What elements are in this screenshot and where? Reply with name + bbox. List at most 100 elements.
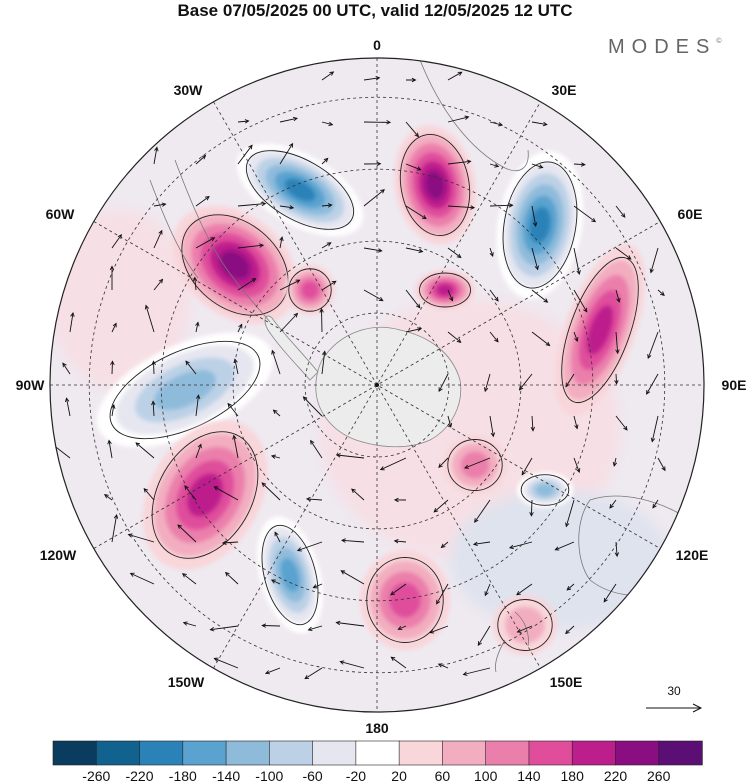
wind-arrow — [573, 331, 578, 342]
wind-arrowhead — [470, 205, 476, 210]
anomaly-contour-line — [447, 439, 503, 491]
wind-arrowhead — [224, 571, 230, 577]
weak-positive-area — [50, 210, 190, 390]
wind-arrowhead — [62, 362, 67, 368]
wind-arrow — [615, 247, 632, 260]
wind-arrow — [573, 289, 588, 313]
wind-arrowhead — [498, 122, 504, 127]
wind-arrow — [531, 247, 539, 270]
wind-arrowhead — [393, 497, 399, 503]
wind-arrow — [265, 667, 281, 674]
wind-arrowhead — [530, 426, 536, 432]
wind-arrow — [573, 205, 596, 223]
lon-label-60e: 60E — [678, 206, 703, 222]
wind-arrow — [489, 415, 494, 437]
wind-arrowhead — [447, 422, 453, 428]
wind-arrowhead — [341, 538, 346, 543]
wind-arrowhead — [462, 671, 468, 676]
wind-arrow — [210, 625, 239, 631]
wind-arrowhead — [110, 360, 115, 366]
wind-arrow — [183, 622, 197, 627]
wind-arrow — [531, 415, 534, 431]
wind-arrow — [153, 147, 158, 165]
wind-arrow — [182, 573, 197, 585]
wind-arrow — [111, 361, 113, 375]
wind-arrowhead — [213, 657, 219, 662]
wind-arrow — [130, 572, 155, 585]
wind-arrowhead — [494, 296, 499, 302]
wind-arrowhead — [580, 162, 586, 167]
wind-arrow — [615, 331, 619, 354]
wind-arrowhead — [288, 142, 294, 148]
wind-arrow — [153, 279, 163, 291]
wind-arrow — [447, 247, 462, 258]
wind-arrow — [214, 657, 239, 669]
wind-arrow — [237, 244, 264, 249]
wind-arrowhead — [271, 349, 276, 355]
wind-arrow — [405, 328, 422, 333]
lon-label-90e: 90E — [722, 377, 747, 393]
wind-arrow — [657, 289, 665, 296]
colorbar-tick-label: 20 — [391, 768, 407, 783]
wind-arrow — [341, 539, 365, 543]
wind-arrowhead — [185, 360, 190, 366]
wind-arrowhead — [261, 482, 267, 487]
anomaly-contour-fill — [587, 305, 613, 355]
wind-arrow — [573, 415, 578, 429]
wind-arrow — [111, 323, 117, 333]
wind-arrowhead — [518, 385, 524, 391]
wind-arrow — [447, 289, 453, 301]
wind-arrow — [613, 457, 617, 466]
wind-arrow — [306, 498, 323, 501]
wind-arrowhead — [576, 468, 581, 474]
wind-arrowhead — [521, 470, 526, 476]
wind-arrow — [615, 373, 618, 384]
wind-arrowhead — [386, 120, 392, 125]
colorbar-swatch — [139, 740, 184, 766]
wind-arrowhead — [335, 620, 341, 626]
wind-arrowhead — [177, 524, 183, 529]
wind-arrowhead — [411, 77, 417, 83]
wind-arrow — [111, 404, 115, 417]
wind-arrow — [657, 457, 666, 471]
anomaly-contour-fill — [535, 483, 555, 497]
wind-arrow — [565, 625, 575, 634]
wind-arrow — [62, 362, 71, 375]
wind-arrow — [233, 435, 239, 459]
antarctica-outline — [315, 326, 462, 448]
anomaly-contour-fill — [389, 582, 421, 618]
lon-label-120w: 120W — [40, 547, 77, 563]
anomaly-contour-line — [502, 161, 578, 289]
wind-arrow — [336, 454, 365, 459]
wind-arrow — [573, 457, 580, 473]
wind-arrow — [274, 532, 281, 543]
wind-arrowhead — [614, 552, 620, 558]
wind-arrowhead — [107, 439, 112, 445]
anomaly-contour-line — [181, 214, 289, 316]
wind-arrow — [321, 204, 332, 207]
wind-arrowhead — [494, 163, 500, 168]
wind-arrow — [237, 145, 253, 165]
wind-arrowhead — [393, 538, 399, 544]
wind-arrow — [615, 205, 626, 218]
wind-arrow — [153, 361, 155, 375]
wind-arrowhead — [416, 166, 422, 171]
wind-arrowhead — [614, 380, 619, 385]
wind-arrowhead — [565, 629, 570, 635]
wind-arrowhead — [319, 307, 324, 313]
anomaly-center-positive — [415, 270, 475, 310]
wind-arrow — [195, 237, 215, 249]
lon-label-60w: 60W — [46, 206, 76, 222]
wind-arrow — [405, 163, 421, 171]
wind-arrow — [271, 579, 281, 585]
wind-arrow — [390, 583, 407, 596]
colorbar — [52, 740, 703, 766]
wind-arrowhead — [612, 461, 618, 467]
wind-arrowhead — [456, 338, 462, 343]
weak-negative-area — [450, 490, 670, 630]
colorbar-tick-label: -20 — [346, 768, 366, 783]
wind-arrowhead — [379, 466, 385, 471]
wind-arrowhead — [626, 255, 632, 260]
wind-arrowhead — [474, 518, 479, 523]
colorbar-tick-label: 60 — [435, 768, 451, 783]
